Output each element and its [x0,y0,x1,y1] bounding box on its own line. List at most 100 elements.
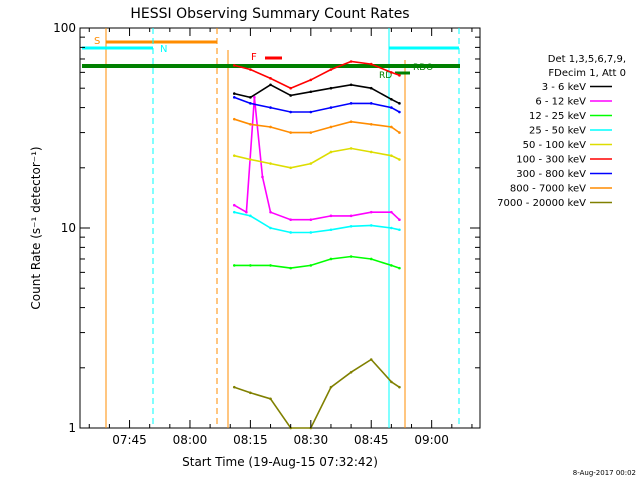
series-point-5-1 [249,68,252,71]
legend: Det 1,3,5,6,7,9, FDecim 1, Att 0 3 - 6 k… [497,54,626,209]
series-point-2-2 [269,264,272,267]
legend-label-4: 50 - 100 keV [523,140,587,151]
series-point-7-5 [329,125,333,129]
series-point-0-3 [289,94,292,97]
legend-label-5: 100 - 300 keV [516,155,586,166]
series-point-4-6 [349,147,353,150]
series-point-2-4 [309,264,313,267]
series-point-6-2 [269,106,272,109]
series-point-6-8 [390,106,393,109]
series-point-8-6 [349,370,353,374]
series-point-2-8 [390,264,393,267]
series-point-8-7 [369,358,373,361]
legend-label-0: 3 - 6 keV [542,82,586,93]
series-point-3-9 [398,228,401,232]
legend-label-8: 7000 - 20000 keV [497,198,586,209]
footer-date: 8-Aug-2017 00:02 [573,469,636,477]
series-line-3 [234,211,400,234]
series-point-1-8 [349,214,353,218]
x-axis-label: Start Time (19-Aug-15 07:32:42) [182,455,378,469]
series-point-0-7 [369,86,373,90]
series-point-6-5 [329,106,333,109]
series-point-3-5 [329,228,333,232]
series-point-0-6 [349,83,353,87]
series-point-8-5 [329,385,333,389]
series-point-3-7 [369,224,373,227]
legend-label-3: 25 - 50 keV [529,126,586,137]
series-point-5-2 [269,77,272,80]
series-point-5-4 [309,78,313,82]
series-point-3-3 [289,231,292,234]
legend-header-line1: Det 1,3,5,6,7,9, [548,54,626,65]
y-axis-label: Count Rate (s⁻¹ detector⁻¹) [29,146,43,309]
series-point-1-6 [309,218,313,222]
series-point-7-0 [232,117,236,121]
series-point-4-5 [329,150,333,154]
series-point-1-11 [398,218,401,222]
x-axis: 07:45 08:00 08:15 08:30 08:45 09:00 [88,28,473,447]
series-point-7-4 [309,131,313,134]
series-point-3-1 [249,214,252,218]
series-group [232,60,401,430]
series-line-5 [234,60,400,90]
flag-label-rdo: RDO [413,63,433,73]
series-point-1-10 [390,210,393,214]
series-point-1-9 [369,210,373,214]
series-point-7-7 [369,122,373,126]
series-point-8-2 [269,397,272,401]
flag-label-n: N [160,44,167,55]
series-point-0-5 [329,86,333,90]
series-point-4-3 [289,166,292,170]
series-line-0 [234,83,400,105]
series-point-1-4 [269,210,272,214]
series-point-2-5 [329,257,333,261]
series-point-7-8 [390,125,393,129]
series-point-4-2 [269,162,272,165]
series-line-2 [234,255,400,269]
series-point-3-8 [390,226,393,230]
series-point-2-6 [349,255,353,258]
series-point-5-3 [289,86,292,90]
x-tick-label-5: 09:00 [414,433,449,447]
legend-header-line2: FDecim 1, Att 0 [548,68,626,79]
series-point-2-1 [249,264,252,267]
series-point-3-4 [309,231,313,234]
legend-label-7: 800 - 7000 keV [510,184,586,195]
series-point-0-2 [269,83,272,87]
series-point-2-9 [398,266,401,270]
series-point-6-1 [249,102,252,105]
y-tick-label-1: 10 [61,221,76,235]
series-point-5-9 [398,74,401,77]
x-tick-label-2: 08:15 [233,433,268,447]
y-axis: 1 10 100 [53,21,480,435]
series-point-5-8 [390,71,393,74]
series-point-7-2 [269,125,272,129]
series-point-6-7 [369,102,373,105]
series-point-4-1 [249,158,252,161]
x-tick-label-4: 08:45 [354,433,389,447]
series-point-6-6 [349,102,353,105]
series-point-1-2 [253,96,256,99]
legend-label-1: 6 - 12 keV [535,97,586,108]
series-point-7-9 [398,131,401,134]
flag-label-f: F [251,52,257,63]
series-point-2-3 [289,266,292,270]
series-point-8-8 [390,380,393,384]
chart-title: HESSI Observing Summary Count Rates [130,6,409,22]
series-point-4-9 [398,158,401,161]
series-point-5-0 [232,64,236,67]
x-tick-label-0: 07:45 [112,433,147,447]
flag-lines [82,28,460,428]
series-point-5-7 [369,62,373,66]
legend-label-2: 12 - 25 keV [529,111,586,122]
series-line-6 [234,96,400,113]
flag-label-rd: RD [379,71,392,81]
series-line-7 [234,118,400,134]
series-point-3-0 [232,210,236,214]
series-point-0-0 [232,92,236,95]
series-point-0-4 [309,90,313,94]
legend-label-6: 300 - 800 keV [516,169,586,180]
series-point-1-1 [245,210,248,214]
series-point-8-1 [249,391,252,395]
